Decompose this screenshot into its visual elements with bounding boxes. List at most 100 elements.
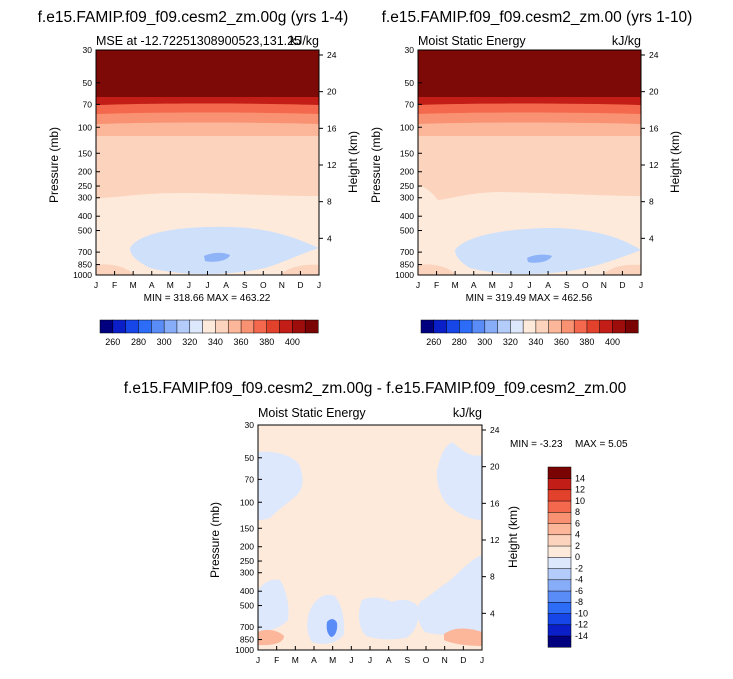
y-tick-label: 850	[240, 635, 254, 645]
y-tick-label: 70	[405, 99, 415, 109]
y-tick-label: 500	[78, 226, 92, 236]
x-tick-label: J	[317, 280, 321, 290]
colorbar-label: 320	[182, 337, 197, 347]
colorbar-swatch	[624, 319, 639, 334]
colorbar-swatch	[547, 511, 572, 524]
x-tick-label: D	[460, 655, 466, 665]
x-tick-label: O	[260, 280, 267, 290]
panel-2-top-band	[418, 50, 641, 97]
y-tick-label: 500	[400, 226, 414, 236]
panel-3-neg-core	[326, 619, 338, 637]
colorbar-swatch	[459, 319, 473, 334]
x-tick-label: S	[564, 280, 570, 290]
y-tick-label: 1000	[73, 270, 92, 280]
y-right-tick-label: 8	[327, 197, 332, 207]
colorbar-swatch	[112, 319, 127, 334]
colorbar-swatch	[535, 319, 550, 334]
panel-1-low-blue-core	[204, 252, 230, 262]
x-tick-label: J	[187, 280, 191, 290]
x-tick-label: N	[601, 280, 607, 290]
x-tick-label: S	[404, 655, 410, 665]
panel-2-ylabel: Pressure (mb)	[369, 127, 383, 203]
x-tick-label: A	[386, 655, 392, 665]
colorbar-swatch	[548, 319, 562, 334]
colorbar-label: -8	[575, 597, 583, 607]
panel-1-top-band	[96, 50, 319, 97]
x-tick-label: A	[545, 280, 551, 290]
colorbar-label: 340	[528, 337, 543, 347]
panel-2-band-60	[418, 102, 641, 114]
colorbar-label: 300	[477, 337, 492, 347]
panel-1-surface-patch-left	[96, 264, 135, 275]
colorbar-label: 320	[503, 337, 518, 347]
y-tick-label: 400	[78, 211, 92, 221]
panel-3-ylabel-right: Height (km)	[506, 506, 520, 568]
colorbar-label: 260	[105, 337, 120, 347]
colorbar-swatch	[547, 579, 572, 592]
x-tick-label: O	[582, 280, 589, 290]
colorbar-label: 360	[234, 337, 249, 347]
y-tick-label: 300	[78, 193, 92, 203]
colorbar-swatch	[547, 556, 572, 569]
panel-1-band-85	[96, 122, 319, 136]
y-right-tick-label: 16	[327, 123, 337, 133]
panel-1-upper-fill	[96, 135, 319, 198]
panel-3-pos-right-surface	[444, 628, 482, 646]
x-tick-label: J	[416, 280, 420, 290]
y-tick-label: 250	[400, 181, 414, 191]
y-tick-label: 70	[245, 474, 255, 484]
panel-2-low-blue	[455, 228, 641, 274]
x-tick-label: M	[130, 280, 137, 290]
panel-1: f.e15.FAMIP.f09_f09.cesm2_zm.00g (yrs 1-…	[38, 9, 360, 304]
panel-3-plot: J F M A M J J A S O N D J 30 50 70 100 150 200 250 300 400 500…	[235, 420, 500, 665]
panel-1-band-70	[96, 111, 319, 124]
panel-3-ylabel: Pressure (mb)	[208, 502, 222, 578]
panel-3-neg-left-lower	[258, 579, 289, 631]
colorbar-swatch	[612, 319, 626, 334]
y-tick-label: 500	[240, 601, 254, 611]
colorbar-swatch	[292, 319, 306, 334]
colorbar-swatch	[586, 319, 601, 334]
colorbar-swatch	[433, 319, 448, 334]
y-tick-label: 400	[400, 211, 414, 221]
y-right-tick-label: 4	[490, 608, 495, 618]
colorbar-swatch	[304, 319, 319, 334]
x-tick-label: J	[205, 280, 209, 290]
colorbar-label: 4	[575, 530, 580, 540]
panel-2-upper-fill	[418, 135, 641, 200]
x-tick-label: M	[452, 280, 459, 290]
y-tick-label: 30	[83, 45, 93, 55]
panel-1-ticks: J F M A M J J A S O N D J 30 50 70 100 150 200 250 300 400 500…	[73, 45, 337, 290]
y-tick-label: 700	[78, 247, 92, 257]
panel-2: f.e15.FAMIP.f09_f09.cesm2_zm.00 (yrs 1-1…	[369, 9, 692, 304]
colorbar-label: -14	[575, 631, 588, 641]
x-tick-label: D	[619, 280, 625, 290]
x-tick-label: J	[368, 655, 372, 665]
x-tick-label: J	[527, 280, 531, 290]
panel-3-neg-center-right	[358, 597, 419, 640]
x-tick-label: D	[297, 280, 303, 290]
panel-3-pos-left-surface	[258, 629, 284, 646]
colorbar-label: -10	[575, 608, 588, 618]
y-tick-label: 400	[240, 586, 254, 596]
y-tick-label: 100	[240, 497, 254, 507]
y-tick-label: 150	[400, 148, 414, 158]
panel-3-title: f.e15.FAMIP.f09_f09.cesm2_zm.00g - f.e15…	[124, 380, 627, 397]
colorbar-swatch	[547, 613, 572, 626]
colorbar-swatch	[547, 523, 572, 536]
colorbar-swatch	[573, 319, 588, 334]
y-tick-label: 1000	[395, 270, 414, 280]
y-tick-label: 30	[405, 45, 415, 55]
panel-2-band-70	[418, 111, 641, 124]
colorbar-label: 8	[575, 507, 580, 517]
x-tick-label: A	[223, 280, 229, 290]
y-tick-label: 250	[240, 556, 254, 566]
y-tick-label: 150	[240, 523, 254, 533]
x-tick-label: F	[112, 280, 117, 290]
panel-2-title: f.e15.FAMIP.f09_f09.cesm2_zm.00 (yrs 1-1…	[382, 9, 693, 26]
panel-1-low-blue	[130, 226, 319, 274]
panel-3: f.e15.FAMIP.f09_f09.cesm2_zm.00g - f.e15…	[124, 380, 628, 665]
colorbar-swatch	[484, 319, 499, 334]
x-tick-label: O	[423, 655, 430, 665]
